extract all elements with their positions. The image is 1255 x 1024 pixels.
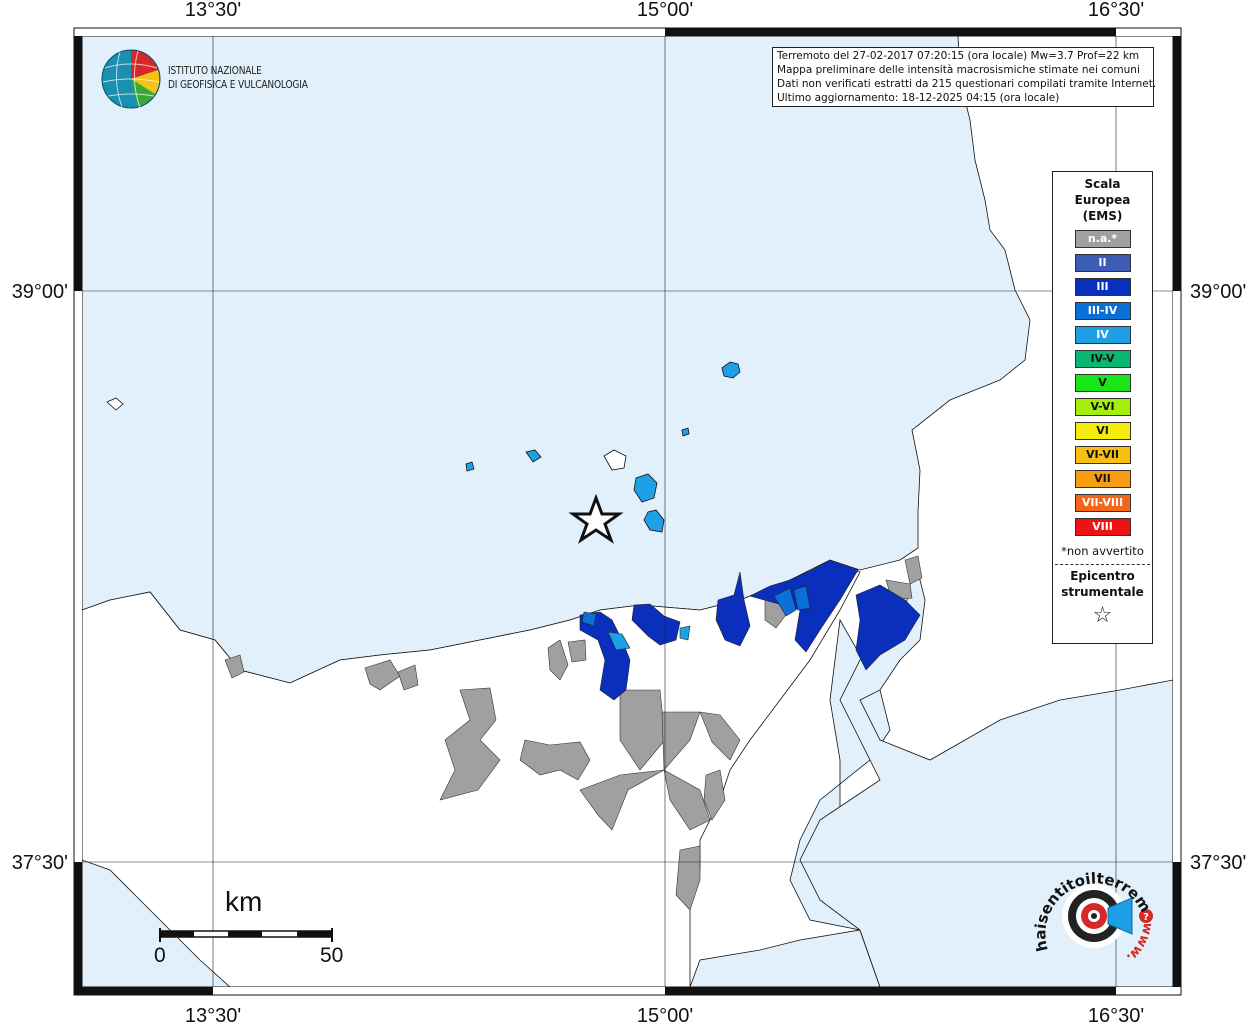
legend-divider <box>1055 564 1150 565</box>
scale-min: 0 <box>154 944 166 967</box>
ingv-logo <box>101 49 161 109</box>
aeolian-islands <box>106 361 741 533</box>
legend-item: V-VI <box>1074 398 1131 416</box>
map-frame <box>73 27 1182 996</box>
event-info-line1: Terremoto del 27-02-2017 07:20:15 (ora l… <box>777 50 1140 62</box>
municipalities-na <box>224 555 923 911</box>
legend-note: *non avvertito <box>1061 544 1144 558</box>
scale-bar <box>159 928 333 942</box>
legend-title-line3: (EMS) <box>1082 209 1123 223</box>
event-info-box: Terremoto del 27-02-2017 07:20:15 (ora l… <box>772 47 1157 107</box>
tick-bottom-1330: 13°30' <box>185 1005 241 1024</box>
legend-title: Scala Europea (EMS) <box>1053 176 1152 224</box>
legend-item: n.a.* <box>1074 230 1131 248</box>
tick-right-3900: 39°00' <box>1190 281 1246 303</box>
tick-bottom-1500: 15°00' <box>637 1005 693 1024</box>
legend-epicenter-line2: strumentale <box>1061 585 1144 599</box>
haisentito-logo[interactable]: ? haisentitoilterremoto.it www. <box>1032 858 1160 978</box>
municipalities-felt <box>579 559 921 701</box>
legend-epicenter-line1: Epicentro <box>1070 569 1135 583</box>
event-info-line2: Mappa preliminare delle intensità macros… <box>777 64 1140 76</box>
legend-item: VII-VIII <box>1074 494 1131 512</box>
legend-item: VI-VII <box>1074 446 1131 464</box>
legend-item: VII <box>1074 470 1131 488</box>
ingv-name-line1: ISTITUTO NAZIONALE <box>168 64 262 77</box>
legend-star-icon: ☆ <box>1092 603 1113 628</box>
ingv-name: ISTITUTO NAZIONALE DI GEOFISICA E VULCAN… <box>168 64 308 92</box>
tick-top-1630: 16°30' <box>1088 0 1144 21</box>
tick-left-3730: 37°30' <box>12 852 68 874</box>
scale-unit: km <box>225 886 263 917</box>
tick-bottom-1630: 16°30' <box>1088 1005 1144 1024</box>
legend-item: VI <box>1074 422 1131 440</box>
epicenter-star-icon <box>568 493 624 544</box>
tick-top-1500: 15°00' <box>637 0 693 21</box>
legend-item: III-IV <box>1074 302 1131 320</box>
question-mark-icon: ? <box>1143 912 1149 923</box>
tick-top-1330: 13°30' <box>185 0 241 21</box>
tick-right-3730: 37°30' <box>1190 852 1246 874</box>
legend-item: VIII <box>1074 518 1131 536</box>
tick-left-3900: 39°00' <box>12 281 68 303</box>
sea-southwest <box>82 859 231 987</box>
legend-item: III <box>1074 278 1131 296</box>
legend-epicenter-label: Epicentro strumentale <box>1053 568 1152 600</box>
sea-ionian-east <box>799 559 1173 987</box>
legend-title-line2: Europea <box>1074 193 1131 207</box>
scale-max: 50 <box>320 944 344 967</box>
legend-items: n.a.* II III III-IV IV IV-V V V-VI VI VI-VII VII VI… <box>1053 230 1152 536</box>
legend-item: IV <box>1074 326 1131 344</box>
intensity-legend: Scala Europea (EMS) n.a.* II III III-IV IV IV… <box>1052 171 1153 644</box>
event-info-line3: Dati non verificati estratti da 215 ques… <box>777 78 1157 90</box>
legend-item: IV-V <box>1074 350 1131 368</box>
legend-item: V <box>1074 374 1131 392</box>
ingv-name-line2: DI GEOFISICA E VULCANOLOGIA <box>168 78 308 91</box>
event-info-line4: Ultimo aggiornamento: 18-12-2025 04:15 (… <box>777 92 1060 104</box>
legend-title-line1: Scala <box>1084 177 1121 191</box>
legend-item: II <box>1074 254 1131 272</box>
